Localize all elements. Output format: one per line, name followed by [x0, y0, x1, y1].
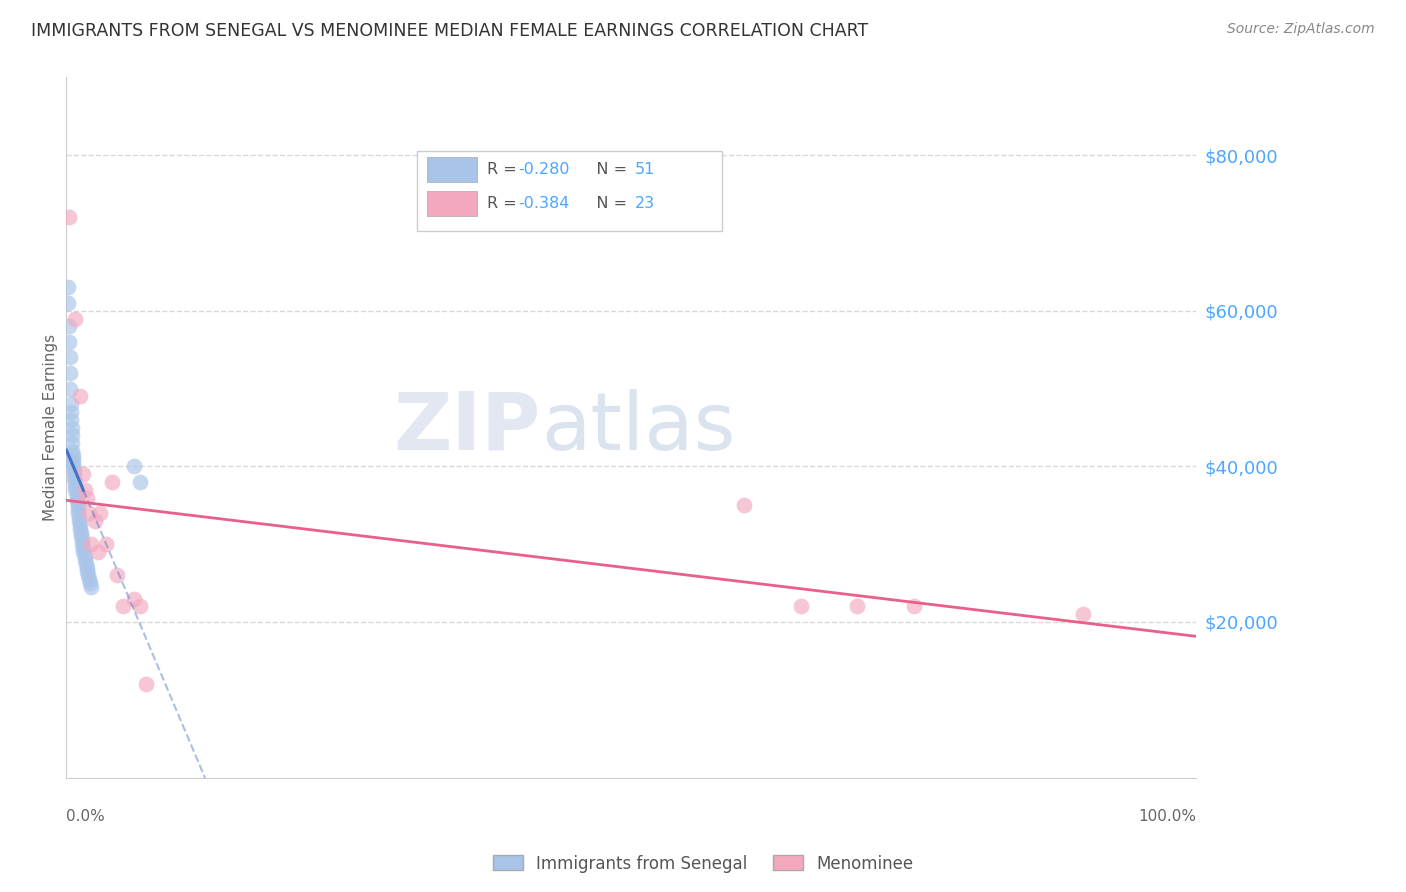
Point [72, 537, 94, 551]
Point [94, 537, 117, 551]
Point [69, 522, 91, 536]
Text: 0.0%: 0.0% [66, 809, 105, 824]
Point [59, 351, 82, 365]
FancyBboxPatch shape [416, 151, 721, 231]
Point [135, 677, 157, 691]
Point [129, 475, 152, 489]
Point [76, 560, 98, 574]
Point [62, 451, 84, 466]
Point [77, 568, 100, 582]
Point [76, 565, 98, 579]
Point [63, 467, 86, 482]
Point [87, 545, 110, 559]
Point [100, 475, 122, 489]
Point [790, 599, 813, 614]
Point [129, 599, 152, 614]
Point [63, 471, 86, 485]
Point [58, 319, 80, 334]
Point [60, 443, 83, 458]
Point [1073, 607, 1095, 622]
Point [733, 498, 755, 512]
Point [72, 533, 94, 548]
Point [122, 591, 145, 606]
FancyBboxPatch shape [427, 191, 477, 216]
Point [73, 553, 96, 567]
Point [66, 506, 89, 520]
Point [67, 510, 90, 524]
Point [72, 467, 94, 482]
Point [72, 541, 94, 555]
Point [105, 568, 128, 582]
Y-axis label: Median Female Earnings: Median Female Earnings [44, 334, 58, 521]
Point [73, 483, 96, 497]
Point [65, 311, 87, 326]
Point [66, 498, 89, 512]
Point [60, 428, 83, 442]
Point [59, 405, 82, 419]
FancyBboxPatch shape [427, 157, 477, 183]
Point [69, 389, 91, 403]
Point [83, 514, 105, 528]
Point [76, 491, 98, 505]
Point [80, 580, 103, 594]
Text: IMMIGRANTS FROM SENEGAL VS MENOMINEE MEDIAN FEMALE EARNINGS CORRELATION CHART: IMMIGRANTS FROM SENEGAL VS MENOMINEE MED… [31, 22, 868, 40]
Text: atlas: atlas [541, 389, 735, 467]
Text: ZIP: ZIP [394, 389, 541, 467]
Point [846, 599, 869, 614]
Point [58, 211, 80, 225]
Point [56, 280, 79, 294]
Text: R =: R = [486, 196, 522, 211]
Point [77, 506, 100, 520]
Point [62, 459, 84, 474]
Point [66, 502, 89, 516]
Point [73, 549, 96, 563]
Point [56, 296, 79, 310]
Point [59, 413, 82, 427]
Point [60, 436, 83, 450]
Text: -0.384: -0.384 [519, 196, 569, 211]
Point [65, 475, 87, 489]
Point [58, 334, 80, 349]
Point [89, 506, 111, 520]
Text: R =: R = [486, 162, 522, 178]
Point [65, 483, 87, 497]
Text: -0.280: -0.280 [519, 162, 569, 178]
Point [69, 517, 91, 532]
Legend: Immigrants from Senegal, Menominee: Immigrants from Senegal, Menominee [486, 848, 920, 880]
Point [65, 491, 87, 505]
Point [70, 529, 93, 543]
Point [77, 572, 100, 586]
Point [65, 494, 87, 508]
Point [62, 456, 84, 470]
Point [80, 537, 103, 551]
Text: 23: 23 [636, 196, 655, 211]
Point [903, 599, 925, 614]
Point [59, 366, 82, 380]
Point [70, 525, 93, 540]
Text: 100.0%: 100.0% [1139, 809, 1197, 824]
Text: N =: N = [581, 196, 631, 211]
Point [65, 479, 87, 493]
Point [63, 463, 86, 477]
Text: 51: 51 [636, 162, 655, 178]
Point [72, 545, 94, 559]
Point [75, 557, 97, 571]
Point [67, 514, 90, 528]
Point [79, 576, 101, 591]
Point [59, 397, 82, 411]
Point [59, 382, 82, 396]
Point [111, 599, 134, 614]
Point [65, 486, 87, 500]
Point [62, 448, 84, 462]
Point [122, 459, 145, 474]
Point [60, 420, 83, 434]
Text: Source: ZipAtlas.com: Source: ZipAtlas.com [1227, 22, 1375, 37]
Text: N =: N = [581, 162, 631, 178]
